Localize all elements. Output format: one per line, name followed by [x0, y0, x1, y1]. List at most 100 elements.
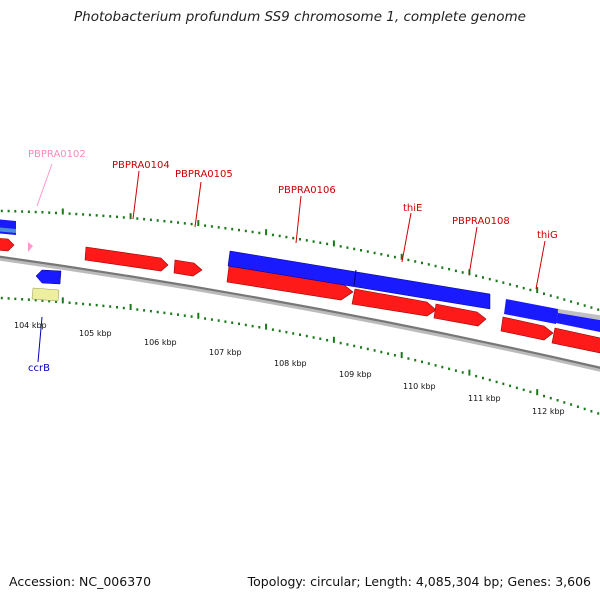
minor-tick	[529, 390, 532, 394]
minor-tick	[454, 269, 457, 273]
gene-label[interactable]: PBPRA0102	[28, 149, 86, 160]
minor-tick	[319, 337, 322, 340]
minor-tick	[373, 349, 376, 352]
gene-label[interactable]: PBPRA0105	[175, 169, 233, 180]
minor-tick	[156, 219, 159, 222]
minor-tick	[116, 215, 118, 219]
minor-tick	[346, 246, 349, 249]
minor-tick	[82, 213, 85, 216]
gene-label[interactable]: thiE	[403, 203, 422, 214]
minor-tick	[163, 219, 166, 223]
minor-tick	[312, 240, 315, 243]
minor-tick	[482, 376, 484, 380]
minor-tick	[583, 304, 586, 307]
minor-tick	[136, 308, 139, 311]
minor-tick	[373, 251, 376, 255]
minor-tick	[441, 365, 444, 369]
gene-PBPRA0104[interactable]	[84, 246, 169, 272]
minor-tick	[244, 229, 247, 233]
minor-tick	[143, 217, 146, 221]
minor-tick	[597, 412, 600, 415]
minor-tick	[529, 288, 532, 292]
chromosome-backbone	[0, 255, 600, 369]
minor-tick	[556, 296, 559, 299]
gene-PBPRA0102-pseudo[interactable]	[28, 242, 33, 252]
minor-tick	[224, 320, 227, 323]
minor-tick	[88, 303, 91, 306]
minor-tick	[360, 346, 362, 349]
minor-tick	[14, 297, 17, 301]
minor-tick	[522, 388, 525, 392]
gene-label[interactable]: PBPRA0106	[278, 185, 336, 196]
minor-tick	[475, 374, 478, 378]
gene-next-forward[interactable]	[551, 327, 600, 354]
inner-tick-track	[0, 296, 600, 415]
minor-tick	[109, 305, 112, 308]
minor-tick	[217, 319, 220, 322]
minor-tick	[204, 317, 207, 320]
gene-ccrB[interactable]	[35, 269, 62, 285]
minor-tick	[75, 302, 78, 305]
minor-tick	[522, 286, 525, 290]
minor-tick	[278, 329, 281, 333]
gene-thiF-reverse[interactable]	[504, 299, 558, 324]
minor-tick	[34, 298, 37, 302]
scale-label: 108 kbp	[274, 359, 307, 368]
minor-tick	[102, 214, 105, 218]
minor-tick	[238, 228, 240, 232]
minor-tick	[48, 211, 51, 214]
minor-tick	[448, 267, 451, 271]
gene-next-reverse[interactable]	[556, 309, 600, 333]
major-tick	[332, 240, 335, 247]
minor-tick	[387, 352, 390, 355]
minor-tick	[95, 214, 98, 217]
minor-tick	[41, 211, 44, 214]
minor-tick	[549, 294, 552, 297]
minor-tick	[75, 212, 78, 216]
gene-label[interactable]: thiG	[537, 230, 558, 241]
gene-thiE[interactable]	[351, 288, 437, 317]
gene-label[interactable]: PBPRA0108	[452, 216, 510, 227]
scale-label: 112 kbp	[532, 407, 565, 416]
minor-tick	[353, 344, 356, 348]
major-tick	[197, 312, 200, 319]
gene-PBPRA0105[interactable]	[173, 259, 203, 277]
minor-tick	[393, 354, 396, 357]
minor-tick	[238, 322, 240, 326]
minor-tick	[7, 297, 10, 300]
gene-next-grey[interactable]	[558, 309, 600, 321]
leader-thiE	[401, 212, 412, 263]
minor-tick	[549, 396, 552, 400]
gene-PBPRA0107-reverse[interactable]	[227, 250, 491, 310]
gene-label[interactable]: PBPRA0104	[112, 160, 170, 171]
minor-tick	[563, 298, 566, 301]
minor-tick	[21, 298, 24, 301]
minor-tick	[251, 230, 254, 234]
minor-tick	[116, 306, 118, 309]
minor-tick	[292, 332, 295, 335]
major-tick	[129, 304, 132, 310]
minor-tick	[353, 247, 356, 251]
minor-tick	[285, 235, 288, 239]
minor-tick	[305, 334, 308, 338]
minor-tick	[143, 309, 146, 312]
gene-PBPRA0101[interactable]	[0, 238, 15, 252]
minor-tick	[326, 242, 329, 246]
minor-tick	[366, 347, 369, 351]
minor-tick	[427, 362, 430, 365]
gene-trna[interactable]	[31, 287, 60, 302]
minor-tick	[515, 285, 518, 288]
minor-tick	[271, 233, 274, 237]
minor-tick	[380, 253, 383, 256]
minor-tick	[495, 279, 498, 283]
minor-tick	[543, 292, 545, 295]
gene-PBPRA0108[interactable]	[433, 303, 487, 327]
minor-tick	[299, 238, 301, 241]
minor-tick	[570, 300, 573, 303]
minor-tick	[224, 227, 227, 230]
gene-label[interactable]: ccrB	[28, 363, 50, 374]
major-tick	[468, 369, 471, 376]
gene-edge-lightblue[interactable]	[0, 227, 16, 233]
gene-thiG[interactable]	[500, 316, 554, 341]
